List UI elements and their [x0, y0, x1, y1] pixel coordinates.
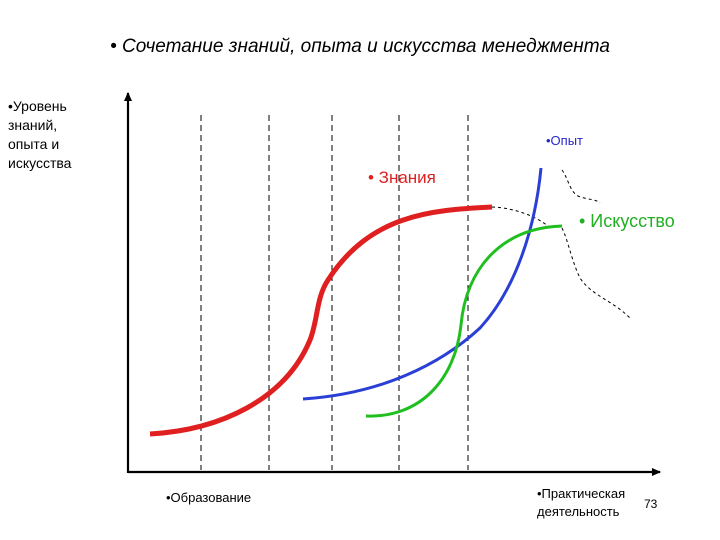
x-axis-start-label: •Образование [166, 490, 252, 505]
x-axis-end-label: •Практическая деятельность [537, 486, 626, 519]
experience-label: •Опыт [546, 133, 584, 148]
art-curve [365, 224, 563, 418]
page-number: 73 [644, 497, 658, 511]
experience-extension-line [561, 169, 601, 204]
slide-title: • Сочетание знаний, опыта и искусства ме… [110, 36, 610, 57]
knowledge-extension-line [491, 206, 549, 227]
art-extension-line [561, 227, 631, 319]
knowledge-curve [149, 204, 493, 437]
experience-curve [302, 167, 543, 401]
art-label: • Искусство [579, 211, 675, 231]
knowledge-label: • Знания [368, 168, 436, 187]
y-axis-label: •Уровень знаний, опыта и искусства [8, 98, 72, 171]
